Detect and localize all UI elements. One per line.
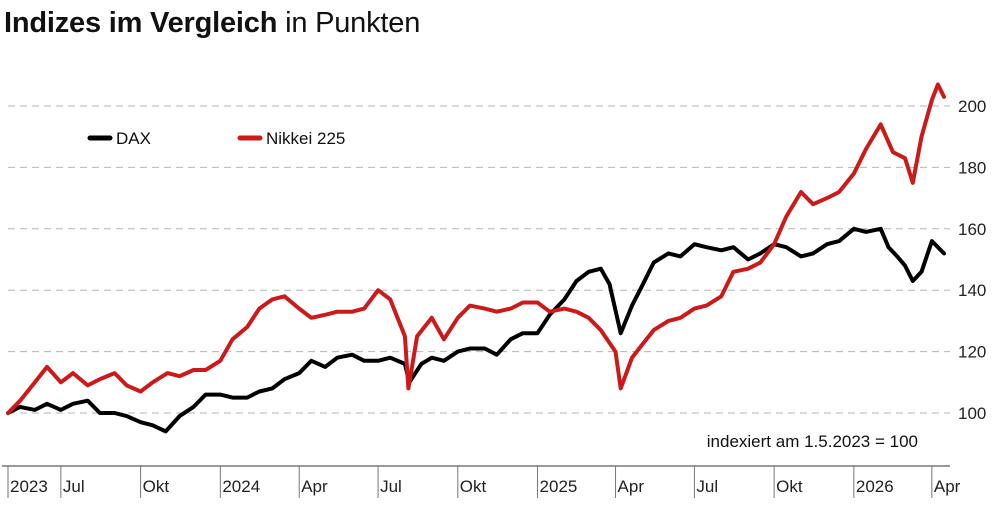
x-axis: 2023 Jul Okt 2024 Apr Jul Okt 2025 Apr Jul Okt 2026… [2, 465, 961, 498]
x-tick-label: Okt [143, 477, 170, 496]
chart-title-main: Indizes im Vergleich [4, 7, 278, 39]
series-lines [6, 82, 946, 434]
chart-subtitle: in Punkten [285, 7, 421, 39]
x-tick-label: 2023 [10, 477, 48, 496]
index-note: indexiert am 1.5.2023 = 100 [707, 432, 918, 451]
y-tick-label: 120 [958, 343, 986, 362]
series-line-1 [6, 82, 946, 415]
x-tick-label: Jul [380, 477, 402, 496]
x-tick-label: Okt [776, 477, 803, 496]
x-tick-label: Apr [934, 477, 961, 496]
y-tick-label: 160 [958, 220, 986, 239]
x-tick-label: Okt [460, 477, 487, 496]
y-tick-label: 100 [958, 404, 986, 423]
grid-lines [8, 105, 950, 414]
x-tick-label: Apr [301, 477, 328, 496]
x-tick-label: Jul [63, 477, 85, 496]
y-tick-label: 140 [958, 281, 986, 300]
chart-title: Indizes im Vergleich in Punkten [4, 4, 420, 42]
x-tick-label: Jul [696, 477, 718, 496]
y-tick-label: 200 [958, 97, 986, 116]
x-tick-label: 2026 [856, 477, 894, 496]
x-tick-label: 2024 [222, 477, 260, 496]
x-tick-label: Apr [618, 477, 645, 496]
y-tick-label: 180 [958, 158, 986, 177]
series-line-0 [6, 226, 946, 434]
legend-label: Nikkei 225 [266, 129, 345, 148]
legend-label: DAX [116, 129, 151, 148]
x-tick-label: 2025 [540, 477, 578, 496]
y-axis: 100 120 140 160 180 200 [958, 97, 986, 423]
legend: DAX Nikkei 225 [87, 129, 345, 148]
